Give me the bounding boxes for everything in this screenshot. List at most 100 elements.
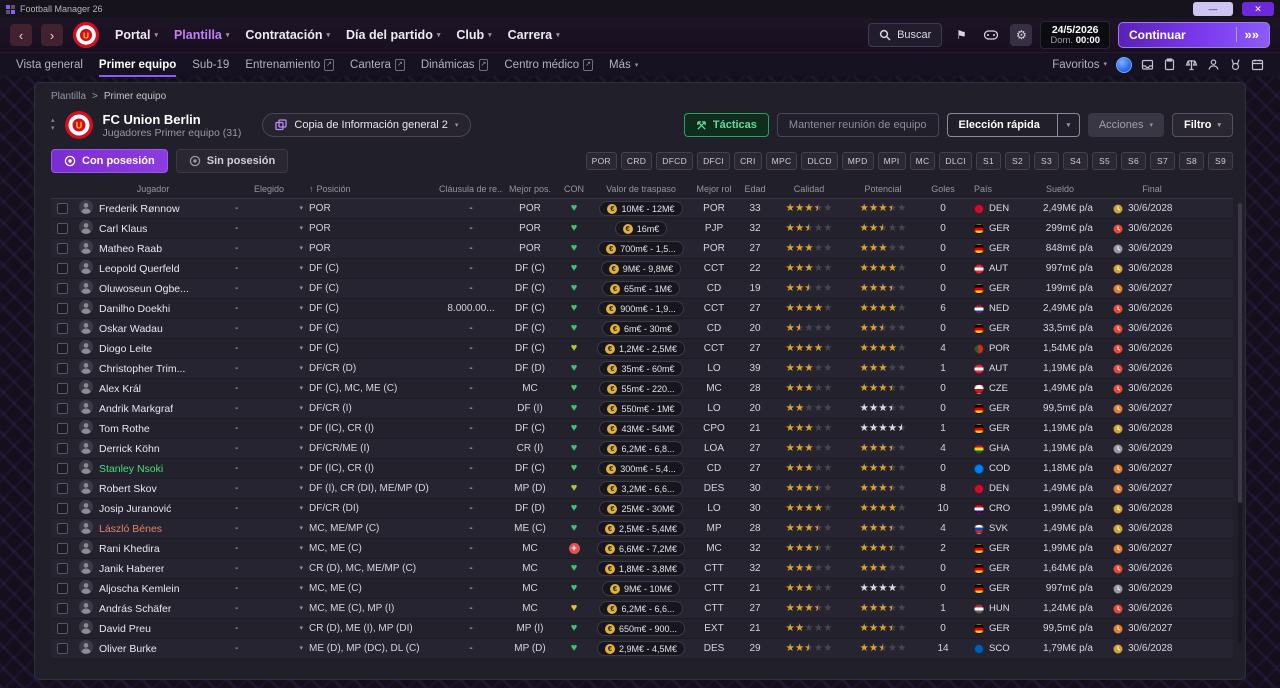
elegido-dropdown[interactable]: - ▾ <box>235 523 303 534</box>
position-chip-mpd[interactable]: MPD <box>841 152 874 170</box>
column-header-mejor-rol[interactable]: Mejor rol <box>696 184 732 194</box>
position-chip-cri[interactable]: CRI <box>734 152 762 170</box>
player-name[interactable]: Rani Khedira <box>99 542 160 555</box>
position-chip-s3[interactable]: S3 <box>1034 152 1059 170</box>
elegido-dropdown[interactable]: - ▾ <box>235 343 303 354</box>
player-name[interactable]: Frederik Rønnow <box>99 202 180 215</box>
player-name[interactable]: Carl Klaus <box>99 222 148 235</box>
nav-menu-club[interactable]: Club ▾ <box>456 28 492 42</box>
table-row[interactable]: David Preu - ▾ CR (D), ME (I), MP (DI) - MP (… <box>51 619 1233 639</box>
column-header-cl-usula-de-re[interactable]: Cláusula de re... <box>439 184 503 194</box>
window-close-button[interactable]: ✕ <box>1242 2 1274 16</box>
elegido-dropdown[interactable]: - ▾ <box>235 403 303 414</box>
column-header-pa-s[interactable]: País <box>974 184 993 194</box>
controller-icon[interactable] <box>980 24 1002 46</box>
collapse-arrows[interactable]: ▴ ▾ <box>51 117 55 134</box>
tab-primer-equipo[interactable]: Primer equipo <box>98 53 177 77</box>
player-name[interactable]: Matheo Raab <box>99 242 163 255</box>
table-row[interactable]: Andrik Markgraf - ▾ DF/CR (I) - DF (I) ♥ €550m€… <box>51 399 1233 419</box>
table-row[interactable]: Aljoscha Kemlein - ▾ MC, ME (C) - MC ♥ €9M€ - 1… <box>51 579 1233 599</box>
forward-button[interactable]: › <box>41 24 63 46</box>
elegido-dropdown[interactable]: - ▾ <box>235 323 303 334</box>
tab-cantera[interactable]: Cantera ↗ <box>350 59 405 71</box>
table-row[interactable]: Alex Král - ▾ DF (C), MC, ME (C) - MC ♥ €55m€ -… <box>51 379 1233 399</box>
row-checkbox[interactable] <box>57 423 68 434</box>
row-checkbox[interactable] <box>57 363 68 374</box>
row-checkbox[interactable] <box>57 223 68 234</box>
position-chip-s1[interactable]: S1 <box>976 152 1001 170</box>
row-checkbox[interactable] <box>57 523 68 534</box>
position-chip-s8[interactable]: S8 <box>1179 152 1204 170</box>
elegido-dropdown[interactable]: - ▾ <box>235 623 303 634</box>
elegido-dropdown[interactable]: - ▾ <box>235 243 303 254</box>
row-checkbox[interactable] <box>57 343 68 354</box>
column-header-valor-de-traspaso[interactable]: Valor de traspaso <box>606 184 676 194</box>
position-chip-s6[interactable]: S6 <box>1121 152 1146 170</box>
row-checkbox[interactable] <box>57 383 68 394</box>
elegido-dropdown[interactable]: - ▾ <box>235 583 303 594</box>
table-row[interactable]: Danilho Doekhi - ▾ DF (C) 8.000.00... DF (C) ♥… <box>51 299 1233 319</box>
table-row[interactable]: Christopher Trim... - ▾ DF/CR (D) - DF (D) ♥ €3… <box>51 359 1233 379</box>
nav-menu-plantilla[interactable]: Plantilla ▾ <box>173 28 230 42</box>
without-possession-toggle[interactable]: Sin posesión <box>175 149 289 173</box>
row-checkbox[interactable] <box>57 543 68 554</box>
inbox-icon[interactable] <box>1141 58 1154 71</box>
row-checkbox[interactable] <box>57 203 68 214</box>
player-name[interactable]: László Bénes <box>99 522 163 535</box>
back-button[interactable]: ‹ <box>10 24 32 46</box>
position-chip-s5[interactable]: S5 <box>1092 152 1117 170</box>
player-name[interactable]: Leopold Querfeld <box>99 262 180 275</box>
table-row[interactable]: Stanley Nsoki - ▾ DF (IC), CR (I) - DF (C) ♥ €3… <box>51 459 1233 479</box>
tab-entrenamiento[interactable]: Entrenamiento ↗ <box>245 59 335 71</box>
tactics-button[interactable]: Tácticas <box>683 113 769 137</box>
table-row[interactable]: András Schäfer - ▾ MC, ME (C), MP (I) - MC ♥ €6… <box>51 599 1233 619</box>
elegido-dropdown[interactable]: - ▾ <box>235 283 303 294</box>
with-possession-toggle[interactable]: Con posesión <box>51 149 168 173</box>
favorites-dropdown[interactable]: Favoritos ▾ <box>1052 59 1107 71</box>
position-chip-s2[interactable]: S2 <box>1005 152 1030 170</box>
position-chip-s4[interactable]: S4 <box>1063 152 1088 170</box>
continue-button[interactable]: Continuar »» <box>1118 21 1270 48</box>
player-name[interactable]: Andrik Markgraf <box>99 402 174 415</box>
position-chip-dlci[interactable]: DLCI <box>939 152 972 170</box>
table-row[interactable]: Frederik Rønnow - ▾ POR - POR ♥ €10M€ - 12M€ POR… <box>51 199 1233 219</box>
team-meeting-button[interactable]: Mantener reunión de equipo <box>776 113 939 137</box>
search-button[interactable]: Buscar <box>868 22 943 47</box>
row-checkbox[interactable] <box>57 483 68 494</box>
tab-din-micas[interactable]: Dinámicas ↗ <box>420 59 489 71</box>
tab-centro-m-dico[interactable]: Centro médico ↗ <box>504 59 594 71</box>
player-name[interactable]: Tom Rothe <box>99 422 150 435</box>
row-checkbox[interactable] <box>57 603 68 614</box>
table-row[interactable]: Rani Khedira - ▾ MC, ME (C) - MC + €6,6M€ - 7,2… <box>51 539 1233 559</box>
profile-icon[interactable] <box>1207 58 1220 71</box>
row-checkbox[interactable] <box>57 303 68 314</box>
column-header-sueldo[interactable]: Sueldo <box>1045 184 1075 194</box>
tab-m-s[interactable]: Más ▾ <box>609 59 639 71</box>
assistant-badge[interactable] <box>1116 56 1132 73</box>
player-name[interactable]: Aljoscha Kemlein <box>99 582 180 595</box>
medal-icon[interactable] <box>1229 58 1242 71</box>
position-chip-dfci[interactable]: DFCI <box>697 152 731 170</box>
row-checkbox[interactable] <box>57 563 68 574</box>
clipboard-icon[interactable] <box>1163 58 1176 71</box>
table-row[interactable]: Oskar Wadau - ▾ DF (C) - DF (C) ♥ €6m€ - 30m€ CD… <box>51 319 1233 339</box>
scrollbar-thumb[interactable] <box>1238 203 1242 503</box>
nav-menu-carrera[interactable]: Carrera ▾ <box>507 28 560 42</box>
table-row[interactable]: Derrick Köhn - ▾ DF/CR/ME (I) - CR (I) ♥ €6,2M€… <box>51 439 1233 459</box>
column-header-con[interactable]: CON <box>564 184 584 194</box>
elegido-dropdown[interactable]: - ▾ <box>235 603 303 614</box>
player-name[interactable]: Janik Haberer <box>99 562 165 575</box>
gear-icon[interactable]: ⚙ <box>1010 23 1033 46</box>
column-header-final[interactable]: Final <box>1142 184 1162 194</box>
elegido-dropdown[interactable]: - ▾ <box>235 543 303 554</box>
table-row[interactable]: Oliver Burke - ▾ ME (D), MP (DC), DL (C) - MP… <box>51 639 1233 659</box>
row-checkbox[interactable] <box>57 403 68 414</box>
elegido-dropdown[interactable]: - ▾ <box>235 463 303 474</box>
player-name[interactable]: Stanley Nsoki <box>99 462 164 475</box>
elegido-dropdown[interactable]: - ▾ <box>235 643 303 654</box>
position-chip-s9[interactable]: S9 <box>1208 152 1233 170</box>
elegido-dropdown[interactable]: - ▾ <box>235 503 303 514</box>
actions-button[interactable]: Acciones ▾ <box>1087 113 1164 137</box>
window-minimize-button[interactable]: — <box>1193 2 1233 16</box>
nav-menu-contrataci-n[interactable]: Contratación ▾ <box>245 28 331 42</box>
